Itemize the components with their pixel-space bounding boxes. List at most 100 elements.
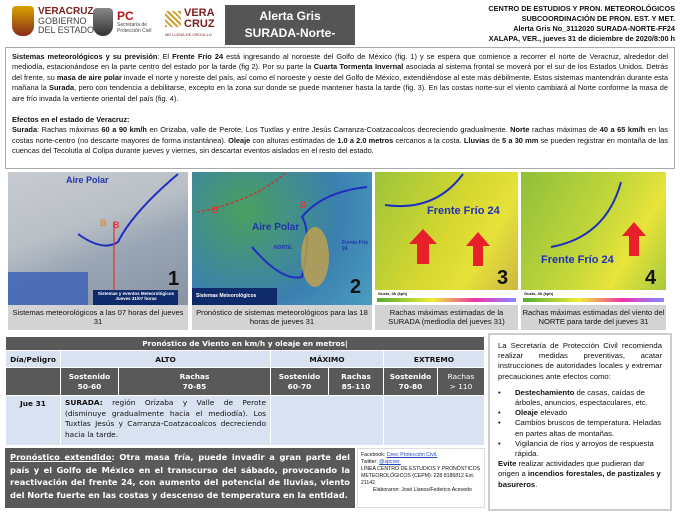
avoid-paragraph: Evite realizar actividades que pudieran … [498,459,662,490]
bold-text: 1.0 a 2.0 metros [337,135,394,145]
logo-text: Protección Civil [117,28,152,34]
sub-org-name: SUBCOORDINACIÓN DE PRON. EST. Y MET. [521,14,675,23]
bold-text: Cuarta Tormenta Invernal [313,62,404,72]
text: : Rachas máximas [37,125,102,135]
empty-cell [5,367,61,396]
text: se pueden registrar en montaña de las cu… [12,135,668,156]
low-pressure-label: B [300,200,307,210]
extended-text: : Otra masa fría, puede invadir a gran p… [10,452,350,500]
forecast-map-image: Aire Polar B B NORTE Frente Frío 24 Sist… [192,172,372,305]
subheader-range: 70-80 [398,381,423,391]
issuer-info: CENTRO DE ESTUDIOS Y PRON. METEOROLÓGICO… [355,4,675,44]
logo-text: VERACRUZ [38,6,94,17]
alert-level: Alerta Gris [259,9,321,23]
table-row: Jue 31 SURADA: región Orizaba y Valle de… [5,395,485,446]
figure-3: Frente Frío 24 Gusts, 3h (kph) 3 Rachas … [375,172,518,330]
subheader-range: 85-110 [341,381,371,391]
gusts-map-image: Frente Frío 24 Gusts, 3h (kph) 4 [521,172,666,305]
text: cercanos a la costa. [393,135,464,145]
bold-text: 5 a 30 mm [502,135,539,145]
bold-text: 60 a 90 km/h [101,125,147,135]
table-title: Pronóstico de Viento en km/h y oleaje en… [5,336,485,351]
subheader: Rachas 85-110 [328,367,384,396]
logo-text: Secretaría de [117,22,148,28]
text: invade el norte y noreste del país, así … [12,72,669,93]
text: asociada al sistema frontal se moverá po… [12,62,668,82]
list-item: Vigilancia de ríos y arroyos de respuest… [498,439,662,459]
wind-forecast-table: Pronóstico de Viento en km/h y oleaje en… [5,336,485,446]
legend-label: Gusts, 3h (kph) [524,291,554,296]
bold-text: masa de aire polar [56,72,122,82]
effects-title: Efectos en el estado de Veracruz: [12,115,130,125]
twitter-label: Twitter: [361,459,380,465]
text: Vigilancia de ríos y arroyos de respuest… [515,438,654,459]
maximo-cell [270,395,384,446]
alto-cell: SURADA: región Orizaba y Valle de Perote… [60,395,271,446]
front-label: Frente Frío 24 [541,254,614,266]
low-pressure-label: B [212,205,219,215]
facebook-label: Facebook: [361,452,387,458]
bold-text: Sistemas meteorológicos y su previsión [12,52,158,61]
figure-2: Aire Polar B B NORTE Frente Frío 24 Sist… [192,172,372,330]
logo-text: CRUZ [184,18,215,30]
figure-number: 1 [168,268,180,290]
subheader: Rachas 70-85 [118,367,271,396]
subheader: Sostenido 50-60 [60,367,119,396]
text: región Orizaba y Valle de Perote (dismin… [65,398,266,439]
systems-and-effects-box: Sistemas meteorológicos y su previsión : … [5,47,675,169]
list-item: Destechamiento de casas, caídas de árbol… [498,388,662,408]
legend-label: Gusts, 3h (kph) [378,291,408,296]
subheader: Rachas > 110 [437,367,485,396]
front-lines [375,173,518,305]
alert-number: Alerta Gris No_3112020 SURADA-NORTE-FF24 [513,24,675,33]
low-pressure-label: B [100,218,107,228]
bold-text: Destechamiento [515,387,575,397]
text: de casas, caídas de árboles, anuncios, e… [515,387,648,408]
alert-phenomena: SURADA-Norte-FRENTE 24 [244,26,336,57]
text: en las costas norte-centro (no descarte … [12,125,668,145]
map-caption-label: Sistemas y eventos Meteorológicos Jueves… [97,291,175,301]
logo-text: ME LLENA DE ORGULLO [165,32,212,37]
figure-number: 2 [350,276,362,298]
proteccion-civil-logo: PC Secretaría de Protección Civil [93,8,151,36]
text: Cambios bruscos de temperatura. Heladas … [515,418,662,438]
recommendations-list: Destechamiento de casas, caídas de árbol… [498,388,662,459]
list-item: Oleaje elevado [498,408,662,418]
text: , pero con tendencia a debilitarse, exce… [12,83,668,103]
logo-text: VERA [184,7,215,19]
bold-text: Evite [498,459,517,469]
level-header: EXTREMO [383,350,485,368]
figure-caption: Pronóstico de sistemas meteorológicos pa… [192,305,372,330]
level-header: ALTO [60,350,271,368]
bold-text: SURADA: [65,398,103,407]
pattern-icon [165,11,181,27]
effects-paragraph: Surada: Rachas máximas 60 a 90 km/h en O… [12,125,668,156]
gusts-map-image: Frente Frío 24 Gusts, 3h (kph) 3 [375,172,518,305]
figure-number: 3 [497,267,509,289]
bold-text: Surada [12,125,38,135]
subheader-range: 50-60 [77,381,102,391]
bold-text: Frente Frío 24 [172,52,224,61]
front-label: Frente Frío 24 [427,205,500,217]
subheader-label: Rachas [341,371,371,381]
map-caption-label: Sistemas Meteorológicos [196,293,257,299]
twitter-link[interactable]: @spcver. [379,459,401,465]
subheader: Sostenido 70-80 [383,367,438,396]
facebook-link[interactable]: Ceec Protección Civil. [386,452,438,458]
bold-text: Oleaje [515,408,539,418]
map-label: Aire Polar [66,175,109,185]
front-label: Frente Frío 24 [342,240,369,252]
text: rachas máximas de [529,125,600,135]
map-label: NORTE [274,245,292,251]
bold-text: 40 a 65 km/h [599,125,646,135]
logo-text: PC [117,9,134,23]
front-lines [521,181,666,305]
logo-text: DEL ESTADO [38,25,95,35]
synoptic-map-image: Aire Polar B B Sistemas y eventos Meteor… [8,172,188,305]
figure-caption: Sistemas meteorológicos a las 07 horas d… [8,305,188,330]
extremo-cell [383,395,485,446]
map-label: Aire Polar [252,222,300,233]
subheader-label: Rachas [179,371,210,381]
subheader-label: Sostenido [68,371,111,381]
figure-caption: Rachas máximas estimadas del viento del … [521,305,666,330]
